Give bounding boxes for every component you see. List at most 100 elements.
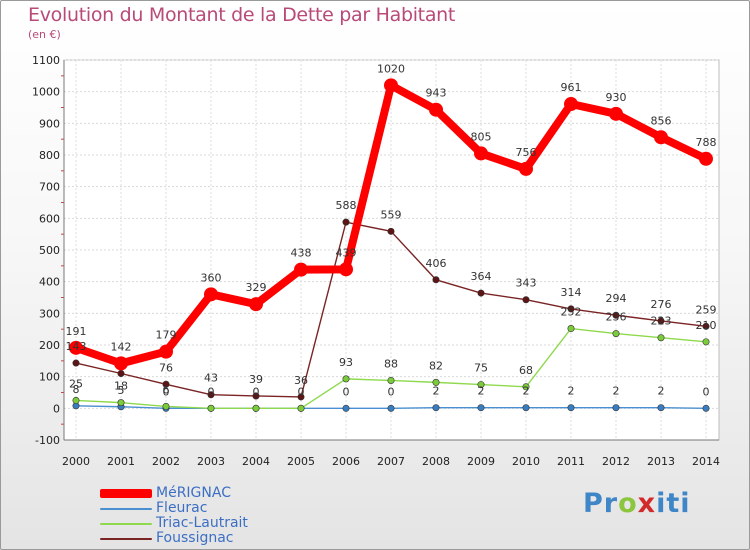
data-point (657, 317, 665, 325)
data-label: 0 (298, 385, 305, 398)
data-label: 314 (561, 286, 582, 299)
data-label: 0 (253, 385, 260, 398)
legend-label: Fleurac (156, 500, 208, 516)
x-tick-label: 2008 (422, 455, 450, 468)
data-label: 294 (606, 292, 627, 305)
x-tick-label: 2006 (332, 455, 360, 468)
data-point (252, 392, 260, 400)
y-tick-label: 400 (39, 276, 60, 289)
data-point (249, 297, 263, 312)
data-label: 2 (568, 385, 575, 398)
data-point (297, 393, 305, 401)
data-point (522, 296, 530, 304)
data-point (204, 287, 218, 302)
data-label: 0 (703, 385, 710, 398)
data-label: 2 (478, 385, 485, 398)
data-label: 438 (291, 247, 312, 260)
x-tick-label: 2009 (467, 455, 495, 468)
data-point (432, 276, 440, 284)
data-point (342, 404, 350, 412)
data-label: 68 (519, 364, 533, 377)
data-point (72, 359, 80, 367)
data-point (114, 356, 128, 371)
data-point (342, 375, 350, 383)
data-label: 191 (66, 325, 87, 338)
data-point (654, 130, 668, 145)
data-label: 2 (613, 385, 620, 398)
data-point (567, 305, 575, 313)
data-point (159, 344, 173, 359)
legend-label: Triac-Lautrait (156, 515, 248, 531)
legend-label: MéRIGNAC (156, 485, 231, 501)
data-point (432, 404, 440, 412)
data-point (384, 78, 398, 93)
data-label: 6 (163, 383, 170, 396)
data-label: 223 (651, 315, 672, 328)
y-tick-label: -100 (35, 434, 60, 447)
y-tick-label: 1000 (32, 86, 60, 99)
data-label: 2 (523, 385, 530, 398)
data-label: 236 (606, 311, 627, 324)
legend-swatch (100, 507, 152, 510)
data-point (387, 404, 395, 412)
data-label: 1020 (377, 62, 405, 75)
x-tick-label: 2014 (692, 455, 720, 468)
data-point (162, 380, 170, 388)
data-label: 0 (343, 385, 350, 398)
data-label: 43 (204, 372, 218, 385)
data-point (69, 340, 83, 355)
legend-label: Foussignac (156, 530, 234, 546)
data-point (474, 146, 488, 161)
data-label: 360 (201, 271, 222, 284)
data-label: 25 (69, 377, 83, 390)
data-label: 343 (516, 277, 537, 290)
data-point (657, 404, 665, 412)
axis-layer: -100010020030040050060070080090010001100… (32, 54, 720, 468)
data-label: 364 (471, 270, 492, 283)
data-label: 142 (111, 340, 132, 353)
data-label: 39 (249, 373, 263, 386)
data-point (477, 289, 485, 297)
data-label: 439 (336, 246, 357, 259)
data-label: 276 (651, 298, 672, 311)
x-tick-label: 2001 (107, 455, 135, 468)
y-tick-label: 0 (53, 402, 60, 415)
legend-item: Fleurac (100, 501, 320, 516)
data-label: 805 (471, 130, 492, 143)
data-label: 259 (696, 303, 717, 316)
legend-item: Triac-Lautrait (100, 516, 320, 531)
data-label: 0 (388, 385, 395, 398)
legend: MéRIGNAC Fleurac Triac-Lautrait Foussignac (100, 486, 320, 546)
data-point (429, 102, 443, 117)
data-point (387, 376, 395, 384)
series-layer (69, 78, 713, 412)
data-point (612, 404, 620, 412)
data-point (297, 404, 305, 412)
chart-unit-label: (en €) (28, 28, 61, 41)
data-label: 179 (156, 329, 177, 342)
y-tick-label: 600 (39, 212, 60, 225)
data-point (567, 325, 575, 333)
data-point (339, 262, 353, 277)
legend-item: Foussignac (100, 531, 320, 546)
x-tick-label: 2012 (602, 455, 630, 468)
data-point (252, 404, 260, 412)
y-tick-label: 200 (39, 339, 60, 352)
data-point (522, 404, 530, 412)
y-tick-label: 700 (39, 181, 60, 194)
y-tick-label: 1100 (32, 54, 60, 67)
y-tick-label: 100 (39, 371, 60, 384)
data-label: 8 (73, 383, 80, 396)
y-tick-label: 300 (39, 307, 60, 320)
data-label: 5 (118, 384, 125, 397)
x-tick-label: 2000 (62, 455, 90, 468)
data-label: 406 (426, 257, 447, 270)
data-point (612, 330, 620, 338)
x-tick-label: 2013 (647, 455, 675, 468)
data-point (207, 391, 215, 399)
y-tick-label: 500 (39, 244, 60, 257)
data-point (72, 396, 80, 404)
legend-swatch (100, 489, 152, 498)
data-label: 210 (696, 319, 717, 332)
data-label: 930 (606, 91, 627, 104)
